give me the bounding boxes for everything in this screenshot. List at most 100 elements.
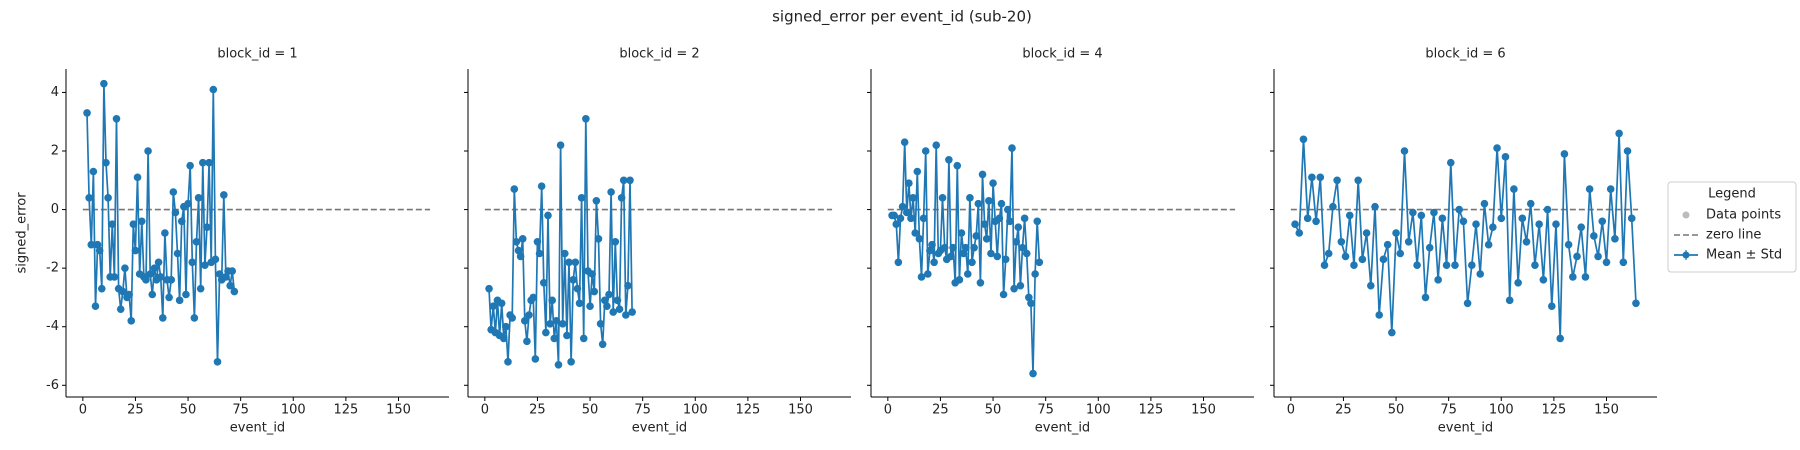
x-tick-label: 100 <box>1489 403 1514 418</box>
data-point <box>146 270 154 278</box>
data-point <box>1025 293 1033 302</box>
data-point <box>1463 299 1472 308</box>
data-point <box>1320 261 1329 270</box>
data-point <box>215 270 224 278</box>
x-tick-label: 75 <box>1440 403 1457 418</box>
data-point <box>1573 252 1581 261</box>
data-point <box>499 334 508 343</box>
data-point <box>1008 144 1016 152</box>
x-tick-label: 150 <box>1594 403 1619 418</box>
x-tick-label: 25 <box>529 403 546 418</box>
data-point <box>1333 176 1341 185</box>
data-point <box>1438 214 1447 223</box>
data-point <box>1489 223 1497 231</box>
data-point <box>1316 173 1325 182</box>
data-point <box>209 85 218 94</box>
data-point <box>607 188 615 196</box>
data-point <box>919 214 928 223</box>
panel-title: block_id = 4 <box>1022 47 1102 62</box>
data-point <box>512 237 521 246</box>
series-line <box>1294 133 1637 339</box>
data-point <box>173 249 182 258</box>
data-point <box>947 252 955 261</box>
data-point <box>188 258 197 267</box>
data-point <box>1022 249 1031 258</box>
data-point <box>1556 334 1564 343</box>
data-point <box>982 235 991 243</box>
data-point <box>1367 281 1375 290</box>
data-point <box>575 299 584 308</box>
data-point <box>502 322 510 331</box>
legend-label: Mean ± Std <box>1706 248 1782 263</box>
data-point <box>100 79 108 88</box>
data-point <box>529 293 538 302</box>
data-point <box>531 355 540 363</box>
data-point <box>1029 369 1037 378</box>
data-point <box>129 220 138 229</box>
data-point <box>1329 202 1337 211</box>
data-point <box>622 311 630 319</box>
data-point <box>592 196 601 205</box>
data-point <box>603 302 611 311</box>
data-point <box>598 340 607 349</box>
data-point <box>980 220 989 229</box>
data-point <box>1632 299 1640 308</box>
x-axis-label: event_id <box>632 421 687 436</box>
data-point <box>1547 302 1556 311</box>
data-point <box>1014 223 1023 231</box>
data-point <box>1484 240 1493 249</box>
data-point <box>909 194 917 202</box>
data-point <box>205 158 213 167</box>
data-point <box>104 194 112 202</box>
data-point <box>617 194 626 202</box>
data-point <box>137 217 146 226</box>
data-point <box>999 290 1008 299</box>
data-point <box>1006 217 1014 226</box>
data-point <box>194 194 203 202</box>
x-tick-label: 50 <box>1388 403 1405 418</box>
data-point <box>1602 258 1611 267</box>
data-point <box>579 334 588 343</box>
data-point <box>542 328 550 337</box>
data-point <box>577 194 586 202</box>
data-point <box>154 258 163 267</box>
x-tick-label: 75 <box>232 403 249 418</box>
data-point <box>1345 211 1354 220</box>
x-tick-label: 25 <box>932 403 949 418</box>
data-point <box>1564 240 1573 249</box>
data-point <box>497 299 506 308</box>
data-point <box>133 173 142 182</box>
data-point <box>1455 205 1463 214</box>
x-tick-label: 0 <box>1287 403 1295 418</box>
data-point <box>1480 199 1489 208</box>
data-point <box>588 270 596 278</box>
data-point <box>955 276 964 284</box>
data-point <box>1031 270 1039 278</box>
data-point <box>186 161 194 170</box>
data-point <box>966 194 974 202</box>
data-point <box>1526 199 1535 208</box>
data-point <box>1375 311 1384 319</box>
data-point <box>1425 243 1434 252</box>
data-point <box>968 258 976 267</box>
data-point <box>926 246 934 255</box>
data-point <box>220 191 228 199</box>
data-point <box>142 276 150 284</box>
data-point <box>1303 214 1312 223</box>
x-tick-label: 75 <box>634 403 651 418</box>
data-point <box>1497 214 1506 223</box>
data-point <box>213 358 222 366</box>
data-point <box>1291 220 1299 229</box>
data-point <box>144 147 152 155</box>
data-point <box>1383 240 1392 249</box>
data-point <box>921 147 930 155</box>
x-tick-label: 50 <box>180 403 197 418</box>
data-point <box>582 114 590 123</box>
data-point <box>1018 243 1027 252</box>
data-point <box>504 358 512 366</box>
y-tick-label: -6 <box>46 378 59 393</box>
data-point <box>1611 235 1619 243</box>
data-point <box>1409 208 1417 217</box>
data-point <box>1003 205 1012 214</box>
data-point <box>1442 261 1451 270</box>
